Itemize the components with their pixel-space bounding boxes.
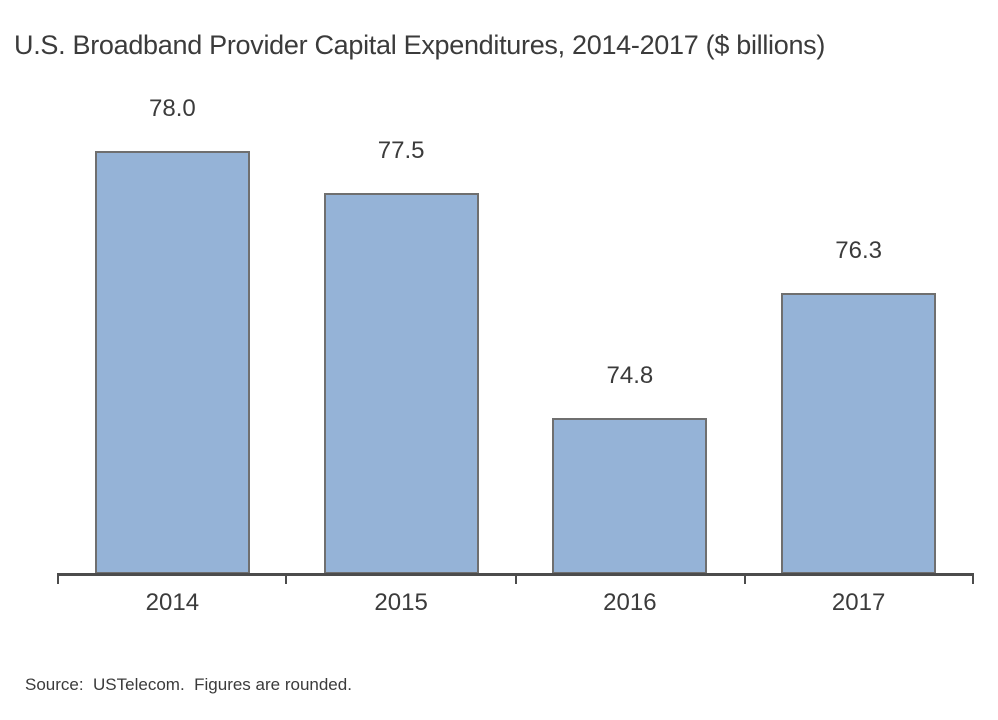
chart-title: U.S. Broadband Provider Capital Expendit… [14, 30, 826, 60]
bar-group-2014: 78.0 [58, 0, 287, 574]
value-label-2016: 74.8 [606, 362, 654, 389]
axis-tick [514, 576, 517, 584]
x-axis-label-2017: 2017 [831, 589, 886, 616]
value-label-2015: 77.5 [377, 137, 425, 164]
bar-2014 [94, 151, 250, 574]
axis-tick [972, 576, 974, 584]
x-axis-label-2014: 2014 [145, 589, 200, 616]
bar-group-2016: 74.8 [516, 0, 745, 574]
x-axis-label-2015: 2015 [374, 589, 428, 616]
bar-slots: 78.0 77.5 74.8 76.3 [58, 0, 973, 574]
x-axis-labels: 2014 2015 2016 2017 [58, 589, 973, 617]
axis-tick [743, 576, 746, 584]
x-axis-line [57, 573, 974, 584]
value-label-2014: 78.0 [149, 95, 196, 122]
bar-2015 [323, 193, 479, 574]
axis-tick [285, 576, 288, 584]
value-label-2017: 76.3 [835, 237, 882, 264]
x-axis-label-2016: 2016 [603, 589, 657, 616]
axis-tick [57, 576, 59, 584]
bar-group-2015: 77.5 [287, 0, 516, 574]
bar-2016 [552, 418, 708, 574]
bar-group-2017: 76.3 [744, 0, 973, 574]
plot-area: 78.0 77.5 74.8 76.3 [58, 0, 973, 574]
source-note: Source: USTelecom. Figures are rounded. [25, 675, 352, 694]
bar-2017 [781, 293, 937, 574]
